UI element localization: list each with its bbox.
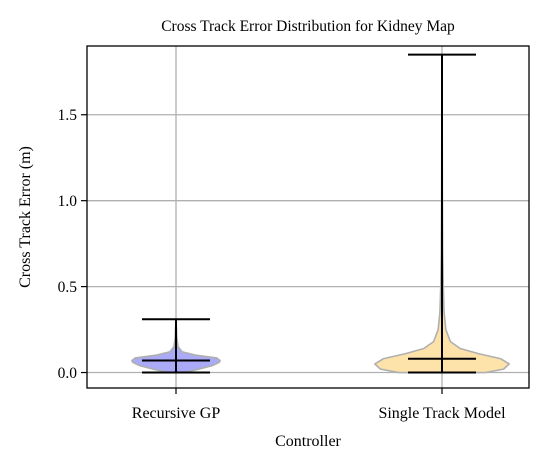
x-tick-label: Recursive GP: [132, 405, 221, 422]
violins-layer: [131, 53, 510, 374]
plot-frame: [86, 45, 530, 389]
y-axis-label: Cross Track Error (m): [17, 146, 34, 288]
x-axis: Recursive GP Single Track Model: [132, 388, 506, 422]
y-tick-label: 0.5: [58, 279, 78, 296]
y-axis: 0.0 0.5 1.0 1.5: [58, 107, 87, 382]
y-tick-label: 1.0: [58, 193, 78, 210]
x-tick-label: Single Track Model: [378, 405, 506, 422]
y-tick-label: 0.0: [58, 365, 78, 382]
x-axis-label: Controller: [275, 433, 341, 450]
violin-stats-layer: [142, 53, 476, 374]
chart-title: Cross Track Error Distribution for Kidne…: [161, 18, 455, 35]
grid-lines: [87, 46, 529, 388]
y-tick-label: 1.5: [58, 107, 78, 124]
